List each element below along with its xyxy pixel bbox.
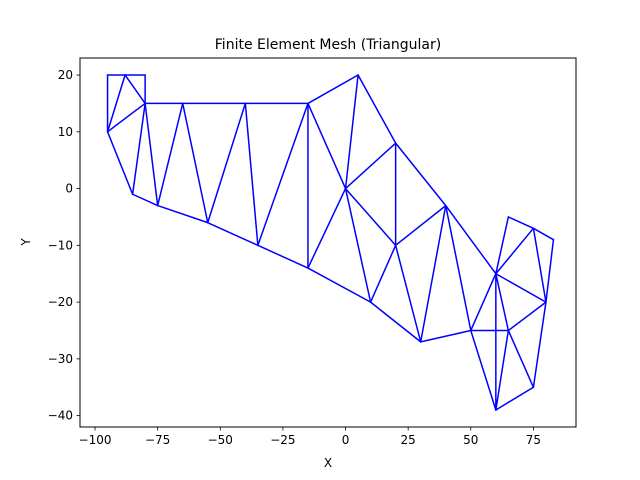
mesh-edge — [344, 74, 359, 190]
mesh-edge — [470, 272, 497, 332]
mesh-edge — [532, 227, 555, 241]
mesh-edge — [131, 102, 146, 195]
mesh-edge — [207, 221, 259, 247]
mesh-edge — [307, 187, 347, 269]
mesh-edge — [495, 329, 510, 411]
mesh-edge — [307, 267, 372, 303]
mesh-edge — [470, 329, 497, 411]
mesh-edge — [144, 102, 159, 207]
x-tick-label: 25 — [401, 433, 416, 447]
mesh-edge — [207, 102, 247, 224]
mesh-edge — [419, 204, 447, 343]
plot-area-frame — [79, 57, 577, 428]
x-tick-label: −25 — [270, 433, 295, 447]
mesh-edge — [507, 329, 535, 389]
mesh-edge — [495, 227, 535, 275]
x-tick-label: −75 — [145, 433, 170, 447]
mesh-edge — [257, 244, 309, 269]
x-tick-label: 50 — [463, 433, 478, 447]
mesh-edge — [344, 142, 397, 190]
mesh-edge — [307, 74, 359, 105]
mesh-edge — [495, 216, 510, 275]
mesh-edge — [106, 131, 134, 195]
mesh-edge — [394, 142, 447, 207]
mesh-edge — [419, 329, 472, 343]
mesh-edge — [106, 74, 126, 133]
mesh-edge — [124, 74, 146, 105]
mesh-edge — [369, 244, 397, 303]
mesh-edge — [532, 301, 547, 389]
mesh-edges — [106, 74, 555, 411]
x-axis-ticks: −100 −75 −50 −25 0 25 50 75 — [79, 427, 541, 447]
x-tick-label: 75 — [526, 433, 541, 447]
y-axis-label: Y — [19, 238, 33, 247]
mesh-edge — [156, 204, 209, 224]
y-tick-label: −20 — [48, 295, 73, 309]
y-tick-label: 0 — [65, 182, 73, 196]
mesh-edge — [444, 204, 497, 275]
y-tick-label: −10 — [48, 238, 73, 252]
mesh-edge — [344, 187, 397, 247]
chart-title: Finite Element Mesh (Triangular) — [215, 37, 441, 53]
mesh-edge — [394, 204, 447, 247]
mesh-edge — [181, 102, 209, 224]
mesh-edge — [131, 193, 159, 207]
mesh-edge — [257, 102, 309, 247]
mesh-edge — [495, 386, 535, 411]
mesh-edge — [244, 102, 259, 247]
mesh-edge — [507, 216, 535, 230]
y-tick-label: 20 — [58, 68, 73, 82]
mesh-edge — [495, 272, 547, 303]
mesh-edge — [444, 204, 472, 332]
x-tick-label: −100 — [79, 433, 112, 447]
mesh-edge — [495, 272, 510, 332]
y-axis-ticks: −40 −30 −20 −10 0 10 20 — [48, 68, 80, 423]
mesh-edge — [307, 102, 347, 190]
mesh-edge — [394, 244, 422, 343]
x-tick-label: 0 — [342, 433, 350, 447]
y-tick-label: 10 — [58, 125, 73, 139]
x-axis-label: X — [324, 456, 332, 470]
mesh-edge — [532, 227, 547, 303]
y-tick-label: −40 — [48, 409, 73, 423]
mesh-edge — [344, 187, 372, 303]
mesh-edge — [106, 102, 146, 133]
mesh-edge — [156, 102, 184, 207]
mesh-edge — [369, 301, 422, 343]
mesh-edge — [545, 238, 555, 303]
mesh-edge — [357, 74, 397, 144]
mesh-edge — [507, 301, 547, 332]
x-tick-label: −50 — [208, 433, 233, 447]
y-tick-label: −30 — [48, 352, 73, 366]
